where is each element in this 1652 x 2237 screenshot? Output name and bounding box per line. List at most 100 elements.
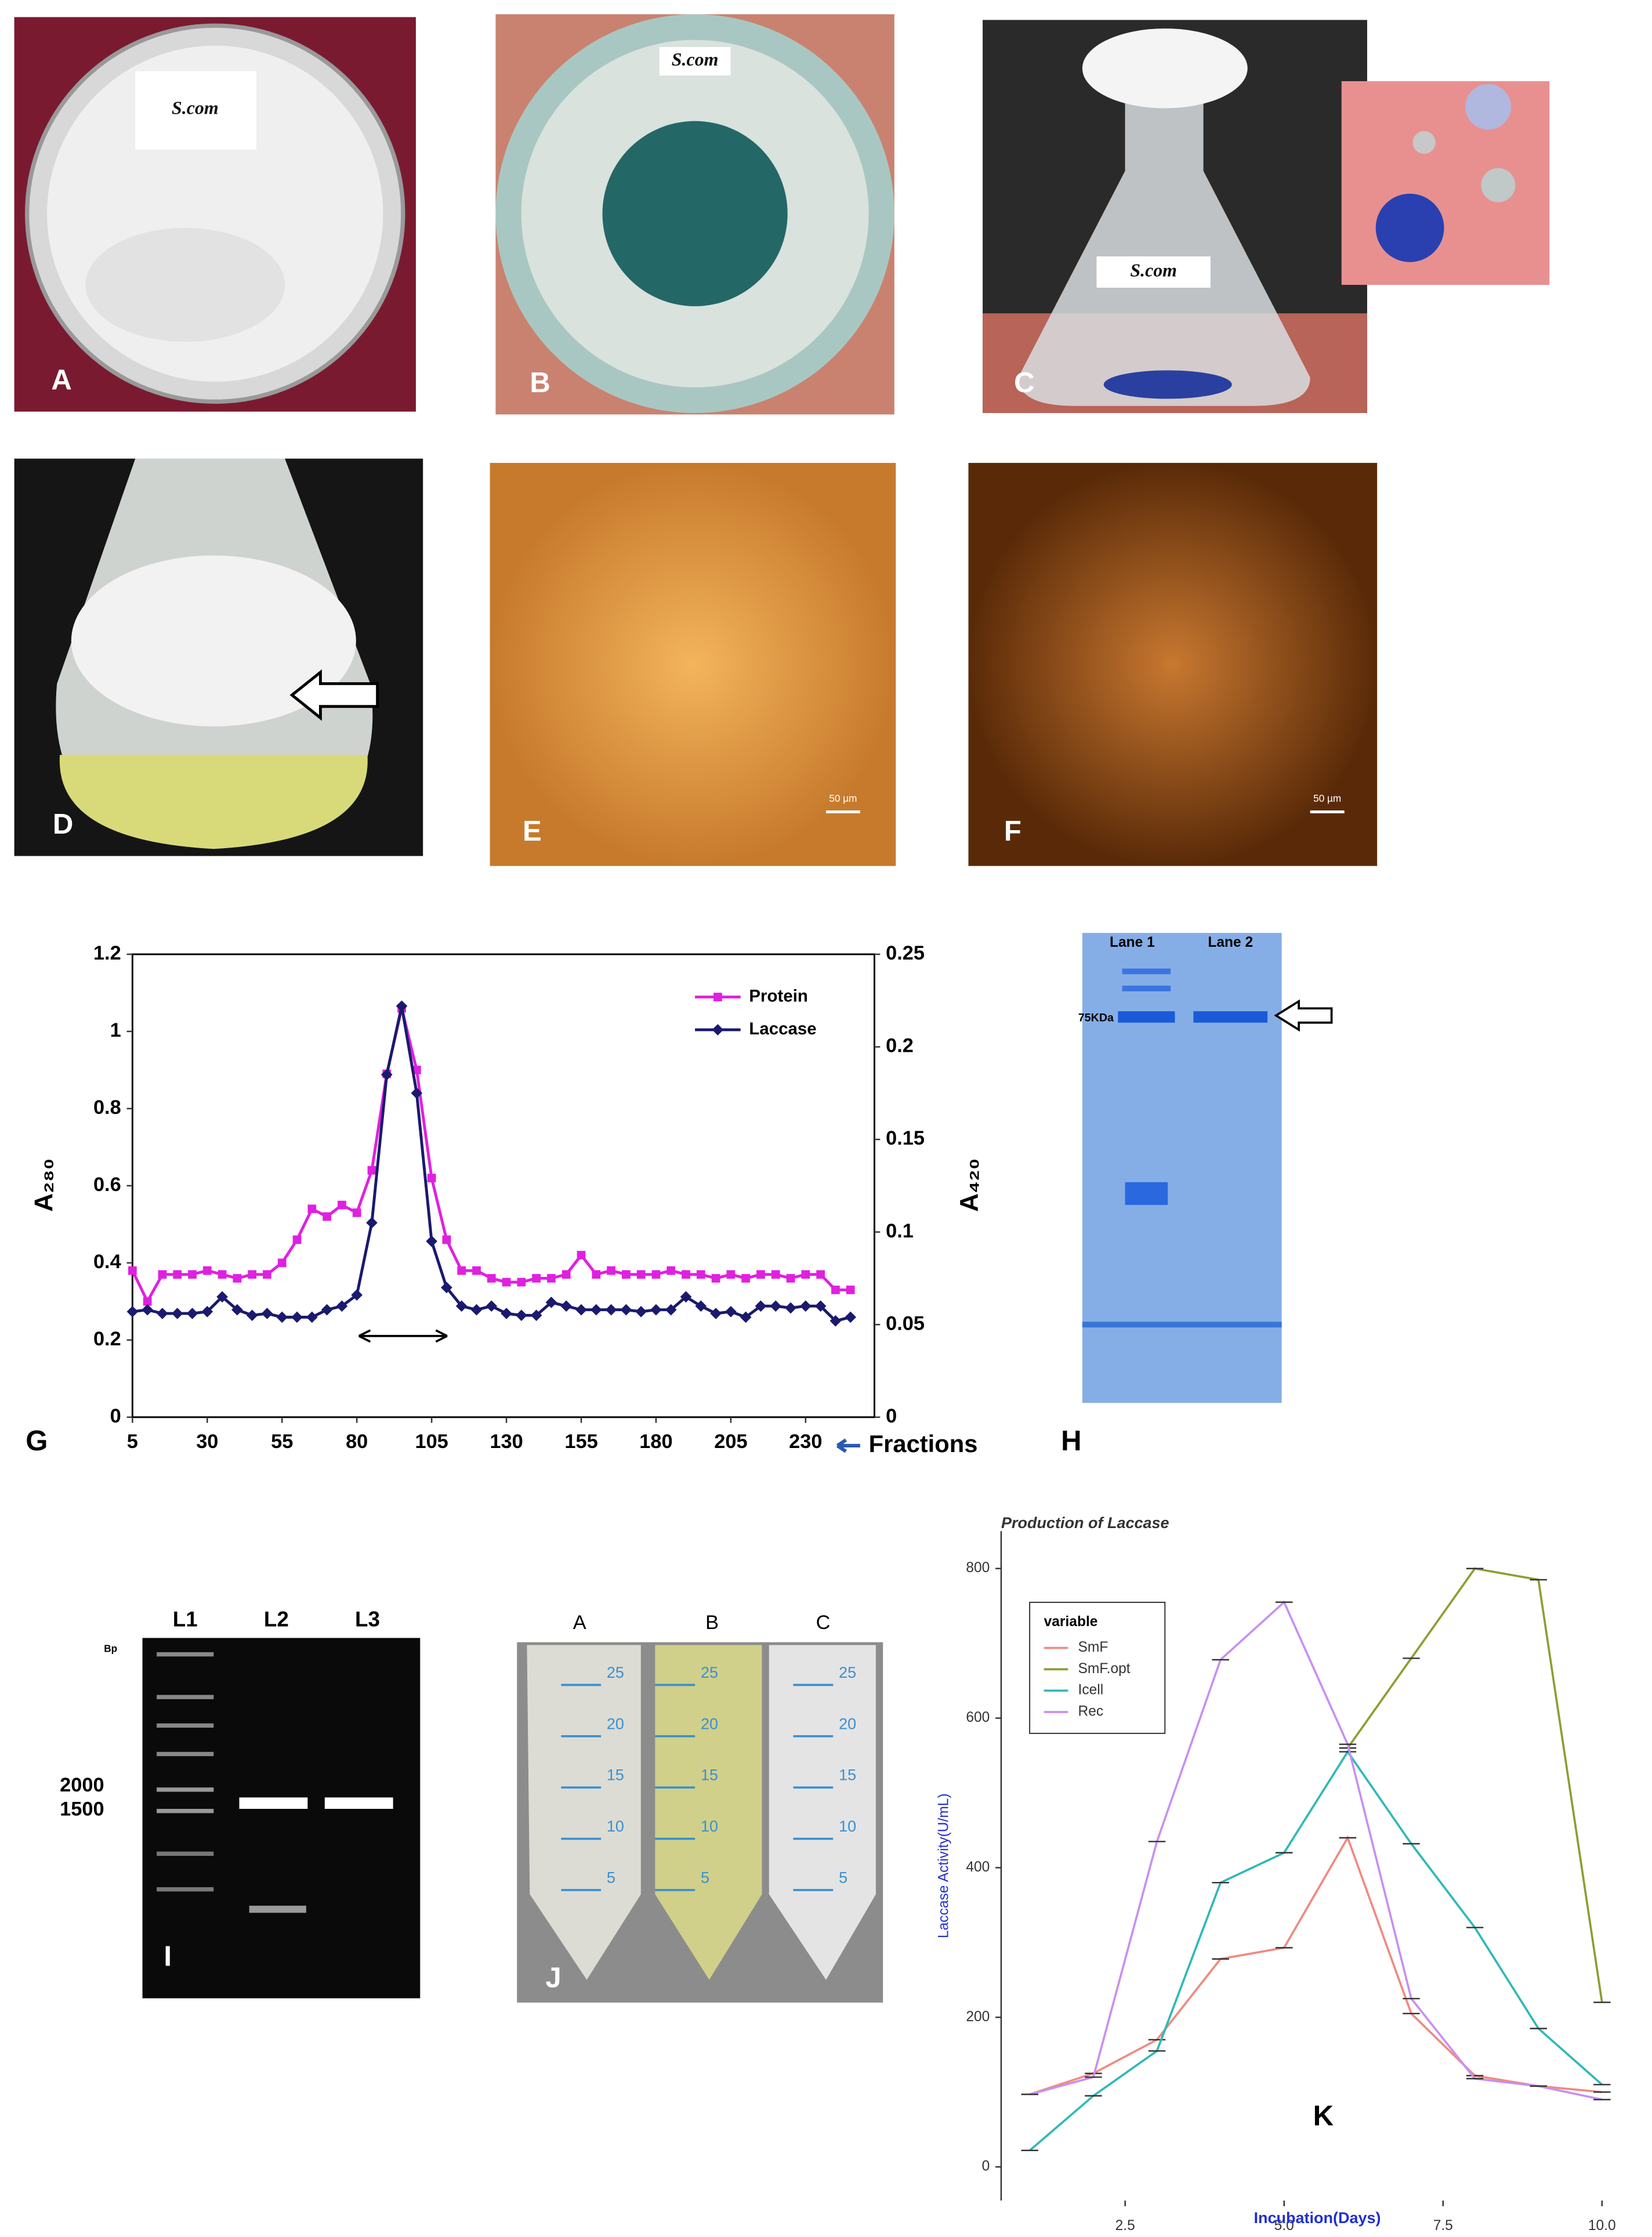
size-label: 1500	[60, 1798, 104, 1820]
y-tick-label: 200	[966, 2009, 990, 2025]
graduation-label: 20	[607, 1715, 624, 1732]
point	[366, 1217, 378, 1229]
point	[831, 1286, 840, 1294]
point	[710, 1308, 722, 1319]
photo-j: A B C J 25 20 15 10 5 25 20 15 10 5 25 20 15 10 5	[517, 1612, 883, 2003]
graduation-label: 25	[607, 1664, 624, 1681]
series-line	[1029, 1835, 1602, 2095]
point	[411, 1087, 423, 1099]
point	[277, 1258, 287, 1268]
point	[651, 1270, 661, 1279]
series-line	[1346, 1567, 1603, 2003]
y2-tick-label: 0.1	[886, 1220, 914, 1242]
panel-label: D	[53, 809, 73, 840]
x-tick-label: 80	[346, 1431, 368, 1453]
marker-label: 75KDa	[1078, 1012, 1114, 1025]
size-label: 2000	[60, 1774, 104, 1796]
point	[682, 1270, 690, 1279]
point	[455, 1300, 468, 1312]
y-tick-label: 0	[982, 2159, 990, 2174]
photo-e: 50 µm E	[490, 462, 896, 866]
chart-title: Production of Laccase	[1001, 1514, 1169, 1532]
x-axis-label: Fractions	[869, 1430, 978, 1457]
graduation-label: 5	[607, 1869, 615, 1886]
graduation-label: 10	[607, 1818, 624, 1835]
y-tick-label: 1	[110, 1019, 121, 1041]
point	[560, 1300, 573, 1312]
x-tick-label: 155	[564, 1431, 597, 1453]
point	[142, 1304, 153, 1316]
graduation-label: 25	[839, 1664, 856, 1681]
y-tick-label: 400	[966, 1859, 990, 1875]
point	[263, 1270, 271, 1279]
gel-i: L1 L2 L3 Bp 2000 1500 I	[60, 1608, 421, 1999]
tube-label: B	[705, 1612, 719, 1634]
panel-label: B	[530, 367, 550, 399]
legend-label: Rec	[1078, 1704, 1104, 1720]
point	[605, 1304, 617, 1316]
point	[202, 1266, 212, 1275]
x-axis-label: Incubation(Days)	[1254, 2209, 1381, 2227]
point	[530, 1309, 542, 1322]
point	[620, 1304, 632, 1316]
scale-bar-label: 50 µm	[1313, 792, 1341, 804]
graduation-label: 20	[839, 1715, 856, 1732]
graduation-label: 5	[701, 1869, 709, 1886]
point	[171, 1308, 183, 1319]
photo-b: S.com B	[495, 14, 894, 415]
point	[501, 1308, 512, 1319]
point	[486, 1300, 498, 1312]
point	[785, 1302, 796, 1314]
y-tick-label: 0.4	[93, 1251, 121, 1273]
point	[800, 1300, 811, 1312]
point	[741, 1274, 751, 1283]
y-tick-label: 1.2	[93, 942, 121, 964]
x-tick-label: 130	[490, 1431, 523, 1453]
point	[575, 1304, 587, 1316]
point	[590, 1304, 602, 1316]
point	[470, 1304, 483, 1316]
legend-label: SmF.opt	[1078, 1661, 1131, 1677]
series-line	[131, 1008, 851, 1305]
point	[771, 1270, 780, 1279]
y-tick-label: 0.6	[93, 1174, 121, 1196]
x-tick-label: 5.0	[1274, 2218, 1294, 2234]
point	[276, 1311, 288, 1323]
series-line	[132, 1005, 851, 1323]
point	[218, 1270, 227, 1279]
panel-label: E	[523, 816, 542, 847]
panel-label: A	[51, 364, 71, 396]
point	[516, 1309, 527, 1322]
point	[666, 1266, 676, 1275]
graduation-label: 25	[701, 1664, 718, 1681]
y-tick-label: 800	[966, 1560, 990, 1576]
point	[246, 1309, 258, 1322]
point	[725, 1306, 737, 1317]
point	[607, 1266, 615, 1275]
point	[158, 1270, 167, 1279]
x-tick-label: 205	[714, 1431, 747, 1453]
series-line	[1029, 1750, 1603, 2152]
point	[323, 1212, 331, 1221]
point	[561, 1270, 571, 1279]
point	[696, 1270, 705, 1279]
point	[517, 1277, 526, 1287]
photo-c: S.com C	[983, 20, 1550, 413]
point	[457, 1266, 466, 1275]
graduation-label: 15	[607, 1767, 624, 1784]
point	[502, 1277, 511, 1287]
point	[770, 1300, 782, 1312]
photo-d: D	[14, 458, 423, 856]
unit-label: Bp	[104, 1643, 117, 1655]
y2-tick-label: 0	[886, 1405, 897, 1427]
photo-f: 50 µm F	[968, 462, 1378, 866]
panel-label: C	[1014, 367, 1034, 399]
point	[412, 1066, 421, 1074]
range-arrow	[358, 1329, 448, 1343]
y2-axis-label: A₄₂₀	[955, 1158, 984, 1212]
x-tick-label: 230	[789, 1431, 822, 1453]
graduation-label: 10	[839, 1818, 856, 1835]
y-axis-label: Laccase Activity(U/mL)	[936, 1793, 951, 1938]
point	[756, 1270, 765, 1279]
